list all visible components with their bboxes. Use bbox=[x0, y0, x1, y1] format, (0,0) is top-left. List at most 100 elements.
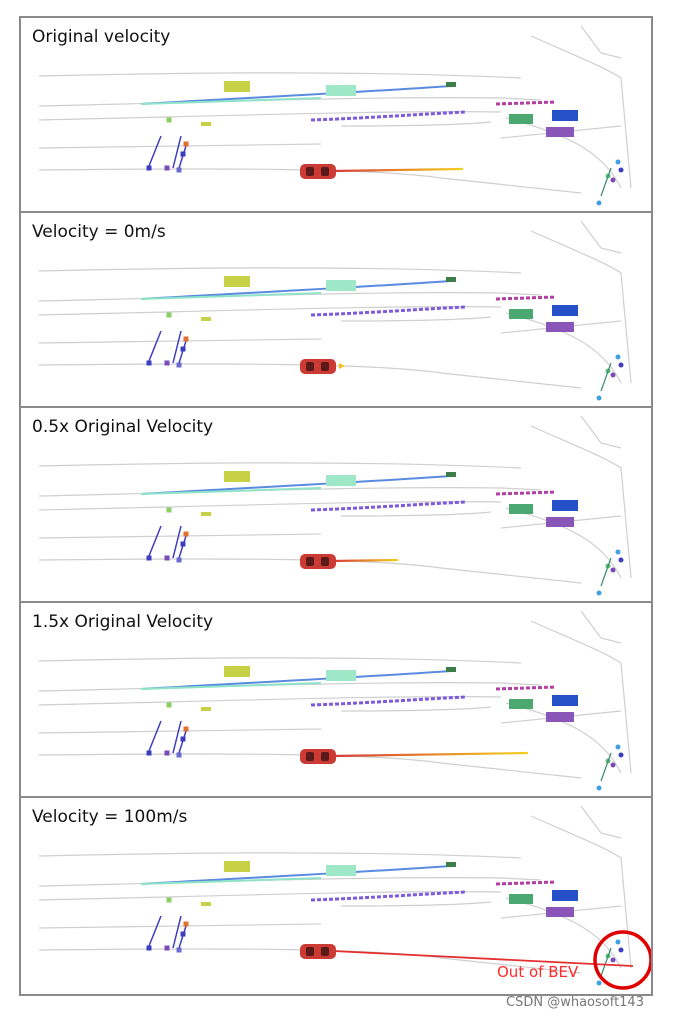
ego-car-icon bbox=[300, 554, 336, 569]
road-boundary bbox=[38, 338, 322, 344]
pedestrian-marker bbox=[610, 957, 616, 963]
agent-trajectory bbox=[140, 865, 452, 885]
road-boundary bbox=[340, 901, 492, 907]
road-boundary bbox=[580, 805, 622, 839]
pedestrian-marker bbox=[176, 752, 182, 758]
vehicle-box bbox=[509, 504, 533, 514]
agent-trajectory bbox=[140, 682, 322, 690]
vehicle-box bbox=[201, 122, 211, 126]
vehicle-box bbox=[224, 666, 250, 677]
road-boundary bbox=[530, 230, 632, 384]
panel-100-velocity: Velocity = 100m/s bbox=[21, 798, 651, 993]
pedestrian-marker bbox=[618, 947, 624, 953]
road-boundary bbox=[530, 35, 632, 189]
vehicle-box bbox=[446, 82, 456, 87]
pedestrian-marker bbox=[176, 557, 182, 563]
vehicle-box bbox=[546, 517, 574, 527]
agent-trajectory bbox=[495, 295, 557, 301]
pedestrian-marker bbox=[146, 165, 152, 171]
ego-car-icon bbox=[300, 749, 336, 764]
pedestrian-track bbox=[148, 915, 187, 949]
agent-trajectory bbox=[140, 97, 322, 105]
panel-title: Velocity = 100m/s bbox=[32, 807, 188, 827]
ego-car-window bbox=[321, 362, 329, 371]
road-boundary bbox=[530, 620, 632, 774]
agent-trajectory bbox=[310, 110, 467, 122]
agent-trajectory bbox=[140, 487, 322, 495]
ego-car-icon bbox=[300, 164, 336, 179]
ego-car-window bbox=[321, 752, 329, 761]
vehicle-box bbox=[509, 309, 533, 319]
agent-trajectory bbox=[140, 85, 452, 105]
ego-car-window bbox=[306, 947, 314, 956]
vehicle-box bbox=[509, 699, 533, 709]
vehicle-box bbox=[201, 902, 211, 906]
pedestrian-marker bbox=[146, 750, 152, 756]
road-boundary bbox=[38, 168, 582, 194]
agent-trajectory bbox=[495, 100, 557, 106]
pedestrian-marker bbox=[615, 744, 621, 750]
road-boundary bbox=[38, 143, 322, 149]
road-boundary bbox=[38, 852, 522, 859]
pedestrian-marker bbox=[183, 336, 189, 342]
pedestrian-marker bbox=[615, 354, 621, 360]
vehicle-box bbox=[201, 512, 211, 516]
vehicle-box bbox=[552, 110, 578, 121]
pedestrian-marker bbox=[164, 555, 170, 561]
vehicle-box bbox=[446, 277, 456, 282]
panel-title: 0.5x Original Velocity bbox=[32, 417, 214, 437]
ego-car-window bbox=[321, 557, 329, 566]
ego-trajectory bbox=[332, 751, 529, 758]
road-boundary bbox=[580, 220, 622, 254]
ego-car-icon bbox=[300, 359, 336, 374]
vehicle-box bbox=[201, 707, 211, 711]
pedestrian-marker bbox=[164, 360, 170, 366]
panel-1-5x-velocity: 1.5x Original Velocity bbox=[21, 603, 651, 798]
ego-car-icon bbox=[300, 944, 336, 959]
pedestrian-marker bbox=[176, 362, 182, 368]
road-boundary bbox=[38, 657, 522, 664]
bev-scene bbox=[38, 220, 632, 401]
vehicle-box bbox=[552, 500, 578, 511]
road-boundary bbox=[38, 558, 582, 584]
vehicle-box bbox=[446, 472, 456, 477]
vehicle-box bbox=[326, 670, 356, 681]
vehicle-box bbox=[446, 862, 456, 867]
road-boundary bbox=[340, 316, 492, 322]
pedestrian-marker bbox=[615, 549, 621, 555]
agent-trajectory bbox=[310, 305, 467, 317]
pedestrian-marker bbox=[610, 762, 616, 768]
panel-original-velocity: Original velocity bbox=[21, 18, 651, 213]
pedestrian-marker bbox=[180, 736, 186, 742]
pedestrian-track bbox=[600, 167, 612, 197]
highlight-circle-icon bbox=[593, 930, 651, 990]
pedestrian-marker bbox=[596, 590, 602, 596]
pedestrian-marker bbox=[164, 945, 170, 951]
vehicle-box bbox=[326, 865, 356, 876]
vehicle-box bbox=[552, 890, 578, 901]
pedestrian-marker bbox=[183, 726, 189, 732]
bev-scene bbox=[38, 25, 632, 206]
panel-zero-velocity: Velocity = 0m/s bbox=[21, 213, 651, 408]
vehicle-box bbox=[326, 475, 356, 486]
road-boundary bbox=[530, 425, 632, 579]
road-boundary bbox=[38, 462, 522, 469]
pedestrian-track bbox=[600, 362, 612, 392]
panel-title: Velocity = 0m/s bbox=[32, 222, 166, 242]
vehicle-box bbox=[224, 471, 250, 482]
pedestrian-track bbox=[148, 135, 187, 169]
pedestrian-marker bbox=[183, 141, 189, 147]
agent-trajectory bbox=[310, 695, 467, 707]
panel-title: Original velocity bbox=[32, 27, 171, 47]
road-boundary bbox=[38, 72, 522, 79]
vehicle-box bbox=[201, 317, 211, 321]
road-boundary bbox=[580, 25, 622, 59]
road-boundary bbox=[38, 533, 322, 539]
pedestrian-marker bbox=[176, 167, 182, 173]
ego-trajectory bbox=[332, 558, 399, 563]
pedestrian-marker bbox=[166, 702, 172, 708]
pedestrian-track bbox=[148, 720, 187, 754]
vehicle-box bbox=[546, 907, 574, 917]
pedestrian-marker bbox=[596, 785, 602, 791]
vehicle-box bbox=[326, 85, 356, 96]
